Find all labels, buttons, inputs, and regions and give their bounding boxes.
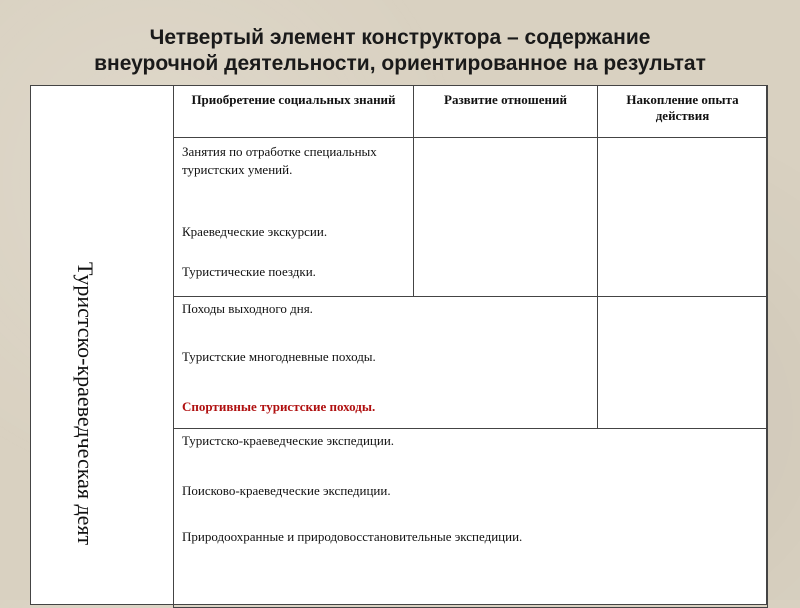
item: Походы выходного дня. (182, 301, 313, 316)
header-cell: Приобретение социальных знаний (173, 85, 414, 138)
item: Спортивные туристские походы. (182, 399, 376, 414)
cell (597, 137, 768, 297)
cell: Туристско-краеведческие экспедиции. Поис… (173, 428, 768, 608)
header-cell: Накопление опыта действия (597, 85, 768, 138)
side-label: Туристско-краеведческая деят (73, 262, 98, 546)
header-cell: Развитие отношений (413, 85, 598, 138)
item: Занятия по отработке специальных туристс… (182, 144, 377, 177)
title-line: внеурочной деятельности, ориентированное… (94, 52, 706, 75)
item: Туристские многодневные походы. (182, 349, 376, 364)
title-line: Четвертый элемент конструктора – содержа… (149, 26, 651, 49)
cell: Походы выходного дня. Туристские многодн… (173, 296, 598, 429)
table: Приобретение социальных знаний Развитие … (30, 85, 768, 608)
cell (413, 137, 598, 297)
item: Поисково-краеведческие экспедиции. (182, 483, 391, 498)
side-cell (30, 85, 174, 605)
cell (597, 296, 768, 429)
item: Природоохранные и природовосстановительн… (182, 529, 523, 544)
item: Краеведческие экскурсии. (182, 224, 328, 239)
cell: Занятия по отработке специальных туристс… (173, 137, 414, 297)
item: Туристические поездки. (182, 264, 316, 279)
item: Туристско-краеведческие экспедиции. (182, 433, 395, 448)
